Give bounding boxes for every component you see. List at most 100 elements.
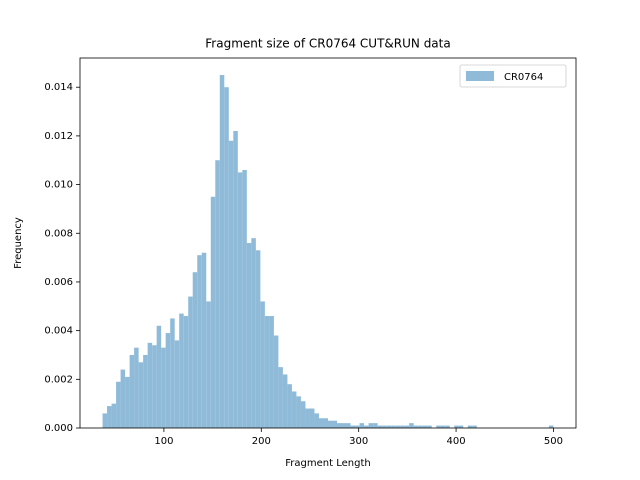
bar <box>282 374 288 428</box>
bar <box>332 420 338 428</box>
bar <box>161 347 166 428</box>
bar <box>359 423 365 428</box>
bar <box>350 425 356 428</box>
bar <box>215 160 220 428</box>
bar <box>291 391 297 428</box>
bar <box>197 255 202 428</box>
bar <box>400 425 405 428</box>
bar <box>287 384 292 428</box>
bar <box>233 131 238 429</box>
bar <box>472 425 477 428</box>
bar <box>201 252 207 428</box>
y-tick-label: 0.000 <box>44 423 73 434</box>
bar <box>147 342 153 428</box>
chart-title: Fragment size of CR0764 CUT&RUN data <box>205 37 450 51</box>
bar <box>129 354 135 428</box>
bar <box>152 345 157 428</box>
bar <box>337 423 342 428</box>
bar <box>242 169 247 428</box>
bar <box>170 318 175 428</box>
legend-swatch <box>466 71 494 81</box>
bar <box>418 425 423 428</box>
bar <box>255 250 261 428</box>
bar <box>305 408 310 428</box>
bar <box>382 425 387 428</box>
bar <box>323 418 328 428</box>
x-axis-label: Fragment Length <box>285 458 370 469</box>
bar <box>111 403 117 428</box>
bar <box>210 196 216 428</box>
bar <box>422 425 428 428</box>
bar <box>454 425 459 428</box>
bar <box>386 425 392 428</box>
bar <box>413 425 419 428</box>
bar <box>188 296 193 428</box>
bar <box>125 376 130 428</box>
y-tick-label: 0.006 <box>44 277 73 288</box>
bar <box>237 172 243 428</box>
bar <box>467 425 473 428</box>
y-tick-label: 0.002 <box>44 374 73 385</box>
bar <box>116 381 121 428</box>
x-tick-label: 500 <box>544 436 563 447</box>
bar <box>373 423 378 428</box>
bar <box>436 425 441 428</box>
bar <box>206 301 211 428</box>
bar <box>300 401 306 428</box>
bar <box>192 272 198 428</box>
bar <box>251 238 256 428</box>
bar <box>440 425 446 428</box>
bar <box>102 413 108 428</box>
bar <box>395 425 401 428</box>
bar <box>409 423 414 428</box>
y-tick-label: 0.014 <box>44 82 73 93</box>
bar <box>404 425 410 428</box>
bar <box>364 425 369 428</box>
bar <box>179 313 184 428</box>
bar <box>278 367 283 428</box>
x-tick-label: 400 <box>447 436 466 447</box>
bar <box>174 340 180 428</box>
y-tick-label: 0.012 <box>44 131 73 142</box>
bar <box>368 423 374 428</box>
bar <box>314 413 319 428</box>
x-tick-label: 200 <box>252 436 271 447</box>
bar <box>165 333 171 428</box>
bar <box>107 406 112 428</box>
legend-box <box>459 64 567 88</box>
bar <box>246 243 252 428</box>
bar <box>548 425 554 428</box>
bar <box>134 347 139 428</box>
legend-label: CR0764 <box>504 72 543 83</box>
bar <box>309 408 315 428</box>
bar <box>143 354 148 428</box>
y-tick-label: 0.004 <box>44 326 73 337</box>
bar <box>269 316 274 428</box>
y-tick-label: 0.010 <box>44 180 73 191</box>
bar <box>377 425 383 428</box>
bar <box>224 87 229 429</box>
bar <box>296 396 301 428</box>
bar <box>445 425 450 428</box>
bar <box>355 425 360 428</box>
x-tick-label: 300 <box>349 436 368 447</box>
plot-frame <box>79 57 577 429</box>
bar <box>219 75 225 428</box>
x-tick-label: 100 <box>154 436 173 447</box>
bar <box>346 423 351 428</box>
bar <box>328 420 333 428</box>
bar <box>391 425 396 428</box>
bar <box>228 140 234 428</box>
bar <box>260 301 265 428</box>
bar <box>156 325 162 428</box>
y-tick-label: 0.008 <box>44 228 73 239</box>
bar <box>273 335 279 428</box>
bar <box>341 423 347 428</box>
bar <box>138 362 144 428</box>
bar <box>183 316 189 428</box>
bar <box>264 316 270 428</box>
bar <box>318 418 324 428</box>
bar <box>120 369 126 428</box>
